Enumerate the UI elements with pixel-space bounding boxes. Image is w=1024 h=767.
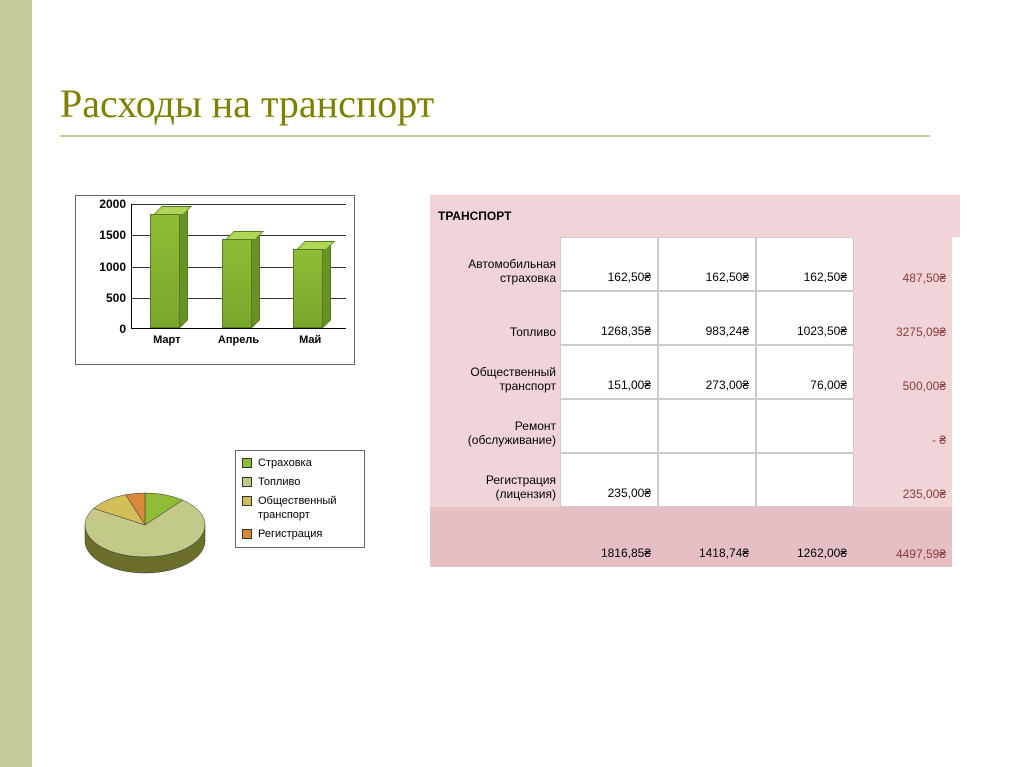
bar-ytick-label: 1000 <box>99 260 126 274</box>
footer-value: 1418,74₴ <box>658 507 756 567</box>
row-value <box>658 399 756 453</box>
pie-chart-legend: Страховка Топливо Общественный транспорт Ре… <box>235 450 365 548</box>
bar <box>150 214 186 328</box>
legend-swatch <box>242 477 252 487</box>
footer-label <box>430 507 560 567</box>
row-value: 273,00₴ <box>658 345 756 399</box>
pie-chart: Страховка Топливо Общественный транспорт Ре… <box>75 450 375 610</box>
table-footer-row: 1816,85₴1418,74₴1262,00₴4497,59₴ <box>430 507 960 567</box>
legend-label: Регистрация <box>258 528 322 541</box>
bar-chart: 0 500 1000 1500 2000 Март Апрель Май <box>75 195 355 365</box>
row-value: 983,24₴ <box>658 291 756 345</box>
legend-swatch <box>242 496 252 506</box>
table-row: Регистрация (лицензия)235,00₴235,00₴ <box>430 453 960 507</box>
footer-value: 1262,00₴ <box>756 507 854 567</box>
row-value: 151,00₴ <box>560 345 658 399</box>
title-underline <box>60 135 930 137</box>
row-label: Автомобильная страховка <box>430 237 560 291</box>
pie-legend-item: Общественный транспорт <box>242 495 358 521</box>
row-total: 500,00₴ <box>854 345 952 399</box>
row-value: 235,00₴ <box>560 453 658 507</box>
bar-xtick-label: Март <box>142 334 192 346</box>
row-total: 487,50₴ <box>854 237 952 291</box>
table-row: Топливо1268,35₴983,24₴1023,50₴3275,09₴ <box>430 291 960 345</box>
bar <box>293 249 329 328</box>
row-label: Общественный транспорт <box>430 345 560 399</box>
legend-swatch <box>242 458 252 468</box>
bar-ytick-label: 1500 <box>99 228 126 242</box>
bar-xtick-label: Апрель <box>214 334 264 346</box>
pie-legend-item: Топливо <box>242 476 358 489</box>
footer-value: 1816,85₴ <box>560 507 658 567</box>
expense-table: ТРАНСПОРТ Автомобильная страховка162,50₴… <box>430 195 960 567</box>
footer-total: 4497,59₴ <box>854 507 952 567</box>
table-row: Автомобильная страховка162,50₴162,50₴162… <box>430 237 960 291</box>
bar-ytick-label: 0 <box>119 322 126 336</box>
row-total: - ₴ <box>854 399 952 453</box>
row-value: 162,50₴ <box>658 237 756 291</box>
bar <box>222 239 258 328</box>
table-row: Ремонт (обслуживание) - ₴ <box>430 399 960 453</box>
row-value: 162,50₴ <box>560 237 658 291</box>
legend-swatch <box>242 529 252 539</box>
row-value <box>560 399 658 453</box>
legend-label: Топливо <box>258 476 300 489</box>
row-label: Регистрация (лицензия) <box>430 453 560 507</box>
row-label: Топливо <box>430 291 560 345</box>
row-total: 235,00₴ <box>854 453 952 507</box>
row-value: 1023,50₴ <box>756 291 854 345</box>
bar-chart-plot <box>131 204 346 329</box>
pie-chart-svg <box>75 480 225 590</box>
row-value: 162,50₴ <box>756 237 854 291</box>
legend-label: Общественный транспорт <box>258 495 358 521</box>
side-accent-stripe <box>0 0 32 767</box>
table-row: Общественный транспорт151,00₴273,00₴76,0… <box>430 345 960 399</box>
row-value: 76,00₴ <box>756 345 854 399</box>
row-value <box>756 399 854 453</box>
row-value <box>658 453 756 507</box>
row-value: 1268,35₴ <box>560 291 658 345</box>
bar-xtick-label: Май <box>285 334 335 346</box>
pie-legend-item: Регистрация <box>242 528 358 541</box>
row-label: Ремонт (обслуживание) <box>430 399 560 453</box>
bar-ytick-label: 500 <box>106 291 126 305</box>
bar-ytick-label: 2000 <box>99 197 126 211</box>
table-header: ТРАНСПОРТ <box>430 195 960 237</box>
row-value <box>756 453 854 507</box>
legend-label: Страховка <box>258 457 312 470</box>
pie-legend-item: Страховка <box>242 457 358 470</box>
page-title: Расходы на транспорт <box>60 80 434 127</box>
row-total: 3275,09₴ <box>854 291 952 345</box>
